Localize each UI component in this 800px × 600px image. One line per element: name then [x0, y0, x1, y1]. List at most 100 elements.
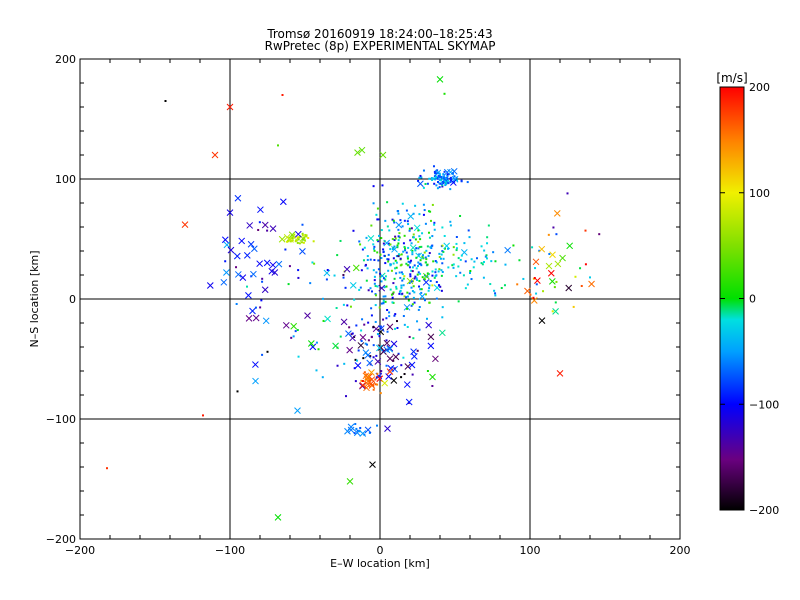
data-point-dot	[407, 246, 410, 249]
data-point-x	[324, 315, 331, 323]
data-point-dot	[374, 383, 377, 386]
data-point-dot	[455, 249, 458, 252]
data-point-dot	[407, 299, 410, 302]
data-point-dot	[394, 327, 397, 330]
data-point-dot	[370, 314, 373, 317]
data-point-dot	[339, 239, 342, 242]
data-point-dot	[512, 244, 515, 247]
data-point-dot	[400, 364, 403, 367]
data-point-dot	[400, 284, 403, 287]
data-point-x	[269, 261, 277, 269]
data-point-dot	[406, 220, 409, 223]
data-point-x	[278, 235, 286, 243]
data-point-dot	[428, 252, 431, 255]
data-point-dot	[418, 213, 421, 216]
data-point-dot	[372, 202, 375, 205]
data-point-dot	[379, 325, 382, 328]
data-point-dot	[361, 380, 364, 383]
data-point-x	[383, 239, 391, 247]
data-point-dot	[455, 176, 458, 179]
data-point-x	[530, 297, 538, 304]
data-point-dot	[368, 431, 371, 434]
data-point-dot	[261, 353, 264, 356]
data-point-x	[377, 325, 385, 332]
data-point-dot	[254, 306, 257, 309]
data-point-dot	[584, 229, 587, 232]
data-point-dot	[494, 294, 497, 297]
data-point-dot	[486, 257, 489, 260]
data-point-dot	[359, 243, 362, 246]
data-point-dot	[366, 267, 369, 270]
data-point-dot	[442, 250, 445, 253]
data-point-dot	[423, 251, 426, 254]
data-point-dot	[420, 264, 423, 267]
data-point-dot	[420, 291, 423, 294]
colorbar-tick-label: −100	[749, 398, 779, 411]
data-point-dot	[361, 248, 364, 251]
data-point-dot	[307, 237, 310, 240]
data-point-dot	[580, 284, 583, 287]
data-point-dot	[322, 319, 325, 322]
data-point-dot	[535, 292, 538, 295]
data-point-dot	[381, 349, 384, 352]
data-point-dot	[404, 247, 407, 250]
y-tick-label: 100	[55, 173, 76, 186]
data-point-dot	[378, 335, 381, 338]
data-point-dot	[303, 239, 306, 242]
data-point-x	[304, 312, 311, 319]
data-point-x	[358, 146, 366, 154]
data-point-dot	[435, 261, 438, 264]
data-point-dot	[261, 277, 264, 280]
data-point-dot	[481, 263, 484, 266]
data-point-dot	[374, 304, 377, 307]
data-point-dot	[297, 355, 300, 358]
data-point-dot	[457, 265, 460, 268]
data-point-dot	[376, 333, 379, 336]
data-point-dot	[398, 292, 401, 295]
x-tick-label: −100	[215, 544, 245, 557]
data-point-dot	[405, 262, 408, 265]
data-point-x	[390, 340, 398, 348]
data-point-dot	[385, 285, 388, 288]
data-point-x	[556, 370, 564, 377]
data-point-x	[413, 224, 421, 232]
data-point-dot	[386, 201, 389, 204]
data-point-dot	[374, 320, 377, 323]
data-point-dot	[426, 245, 429, 248]
data-point-dot	[415, 256, 418, 259]
data-point-x	[545, 262, 553, 270]
data-point-dot	[301, 238, 304, 241]
data-point-x	[566, 242, 574, 250]
data-point-dot	[359, 286, 362, 289]
data-point-dot	[395, 320, 398, 323]
data-point-x	[250, 270, 257, 278]
data-point-dot	[224, 260, 227, 263]
data-point-x	[406, 277, 414, 285]
data-point-dot	[446, 179, 449, 182]
data-point-dot	[405, 251, 408, 254]
data-point-dot	[370, 336, 373, 339]
data-point-dot	[553, 286, 556, 289]
data-point-dot	[416, 279, 419, 282]
data-point-dot	[486, 242, 489, 245]
data-point-dot	[428, 236, 431, 239]
data-point-dot	[411, 303, 414, 306]
data-point-dot	[366, 258, 369, 261]
data-point-x	[226, 103, 234, 111]
data-point-dot	[361, 318, 364, 321]
data-point-x	[332, 342, 339, 350]
data-point-x	[547, 269, 555, 277]
data-point-x	[524, 287, 531, 295]
data-point-x	[422, 272, 430, 280]
data-point-dot	[417, 240, 420, 243]
data-point-dot	[437, 180, 440, 183]
data-point-x	[352, 264, 360, 272]
data-point-dot	[467, 229, 470, 232]
data-point-dot	[433, 223, 436, 226]
y-tick-label: −100	[46, 413, 76, 426]
data-point-dot	[379, 375, 382, 378]
data-point-dot	[452, 253, 455, 256]
data-point-x	[405, 398, 413, 406]
data-point-x	[307, 340, 315, 347]
